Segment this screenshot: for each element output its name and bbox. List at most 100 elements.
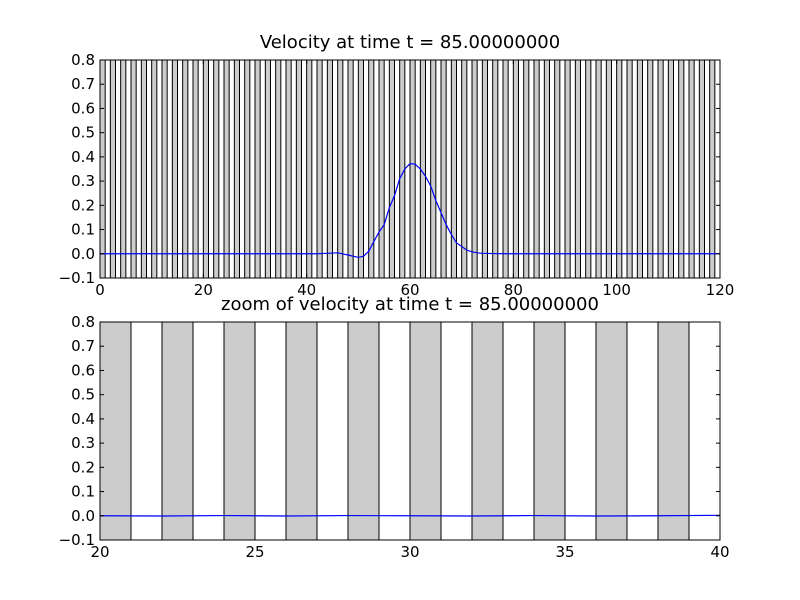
top-x-tick-label: 60: [400, 281, 419, 299]
top-band: [244, 59, 251, 279]
top-y-tick-label: 0.2: [71, 196, 95, 214]
bottom-band: [347, 321, 380, 541]
top-band: [492, 59, 499, 279]
top-band: [709, 59, 716, 279]
top-band: [213, 59, 220, 279]
top-band: [388, 59, 396, 279]
top-band: [667, 59, 674, 279]
bottom-band: [161, 321, 194, 541]
top-band: [130, 59, 137, 279]
top-band: [574, 59, 581, 279]
top-panel: Velocity at time t = 85.00000000 0 20 40 60…: [59, 32, 735, 299]
top-band: [595, 59, 602, 279]
top-y-tick-label: 0.5: [71, 124, 95, 142]
top-y-tick-label: 0.8: [71, 51, 95, 69]
top-band: [295, 59, 303, 279]
top-band: [471, 59, 478, 279]
bottom-band: [99, 321, 132, 541]
top-band: [109, 59, 117, 279]
top-y-tick-label: −0.1: [59, 269, 95, 287]
bottom-chart-title: zoom of velocity at time t = 85.00000000: [221, 294, 599, 315]
top-y-tick-label: 0.1: [71, 221, 95, 239]
top-band: [171, 59, 178, 279]
top-band: [698, 59, 705, 279]
top-band: [316, 59, 323, 279]
top-band: [182, 59, 189, 279]
top-band: [254, 59, 261, 279]
top-y-tick-label: 0.6: [71, 99, 95, 117]
bottom-x-tick-label: 35: [555, 543, 574, 561]
top-band: [120, 59, 127, 279]
top-band: [151, 59, 158, 279]
bottom-x-tick-label: 30: [400, 543, 419, 561]
bottom-y-tick-label: 0.1: [71, 483, 95, 501]
top-band: [657, 59, 664, 279]
top-x-tick-label: 120: [706, 281, 735, 299]
bottom-band: [471, 321, 504, 541]
top-band: [326, 59, 334, 279]
top-band: [337, 59, 344, 279]
bottom-x-tick-label: 40: [710, 543, 729, 561]
bottom-x-tick-label: 20: [90, 543, 109, 561]
top-x-tick-label: 0: [95, 281, 105, 299]
bottom-y-tick-label: 0.6: [71, 361, 95, 379]
top-band: [678, 59, 685, 279]
top-y-tick-label: 0.7: [71, 75, 95, 93]
top-band: [409, 59, 416, 279]
top-plot-area: 0 20 40 60 80 100 120 −0.1 0.0 0.1 0.2 0.3 0.4 0.5 0.6…: [59, 51, 735, 299]
bottom-y-tick-label: 0.4: [71, 410, 95, 428]
top-band: [419, 59, 427, 279]
top-band: [481, 59, 489, 279]
bottom-band: [533, 321, 566, 541]
top-bands: [99, 59, 716, 279]
top-band: [161, 59, 168, 279]
top-band: [605, 59, 612, 279]
top-band: [626, 59, 633, 279]
top-band: [285, 59, 292, 279]
top-band: [502, 59, 509, 279]
top-band: [533, 59, 540, 279]
top-band: [647, 59, 654, 279]
top-band: [378, 59, 385, 279]
top-band: [264, 59, 272, 279]
top-band: [688, 59, 695, 279]
top-band: [99, 59, 106, 279]
top-x-tick-label: 20: [194, 281, 213, 299]
bottom-y-tick-label: 0.5: [71, 386, 95, 404]
top-band: [512, 59, 519, 279]
top-band: [399, 59, 406, 279]
bottom-band: [657, 321, 690, 541]
top-y-tick-label: 0.4: [71, 148, 95, 166]
bottom-x-tick-label: 25: [245, 543, 264, 561]
top-band: [233, 59, 240, 279]
top-band: [347, 59, 354, 279]
bottom-bands: [99, 321, 690, 541]
top-band: [440, 59, 447, 279]
bottom-y-tick-label: 0.3: [71, 434, 95, 452]
top-x-tick-label: 80: [504, 281, 523, 299]
top-band: [202, 59, 209, 279]
top-band: [192, 59, 199, 279]
bottom-plot-area: 20 25 30 35 40 −0.1 0.0 0.1 0.2 0.3 0.4 0.5 0.6 0.7 0.…: [59, 313, 730, 561]
top-band: [223, 59, 230, 279]
bottom-y-tick-label: 0.0: [71, 507, 95, 525]
top-y-tick-label: 0.0: [71, 245, 95, 263]
top-band: [585, 59, 592, 279]
bottom-band: [223, 321, 256, 541]
bottom-panel: zoom of velocity at time t = 85.00000000…: [59, 294, 730, 561]
bottom-band: [595, 321, 628, 541]
top-band: [636, 59, 643, 279]
top-band: [564, 59, 571, 279]
top-band: [357, 59, 365, 279]
top-band: [616, 59, 623, 279]
top-band: [523, 59, 530, 279]
bottom-series-line: [99, 514, 721, 517]
top-band: [140, 59, 147, 279]
bottom-band: [409, 321, 442, 541]
bottom-y-tick-label: 0.8: [71, 313, 95, 331]
bottom-y-tick-label: 0.7: [71, 337, 95, 355]
top-band: [275, 59, 282, 279]
top-band: [430, 59, 437, 279]
top-band: [543, 59, 550, 279]
